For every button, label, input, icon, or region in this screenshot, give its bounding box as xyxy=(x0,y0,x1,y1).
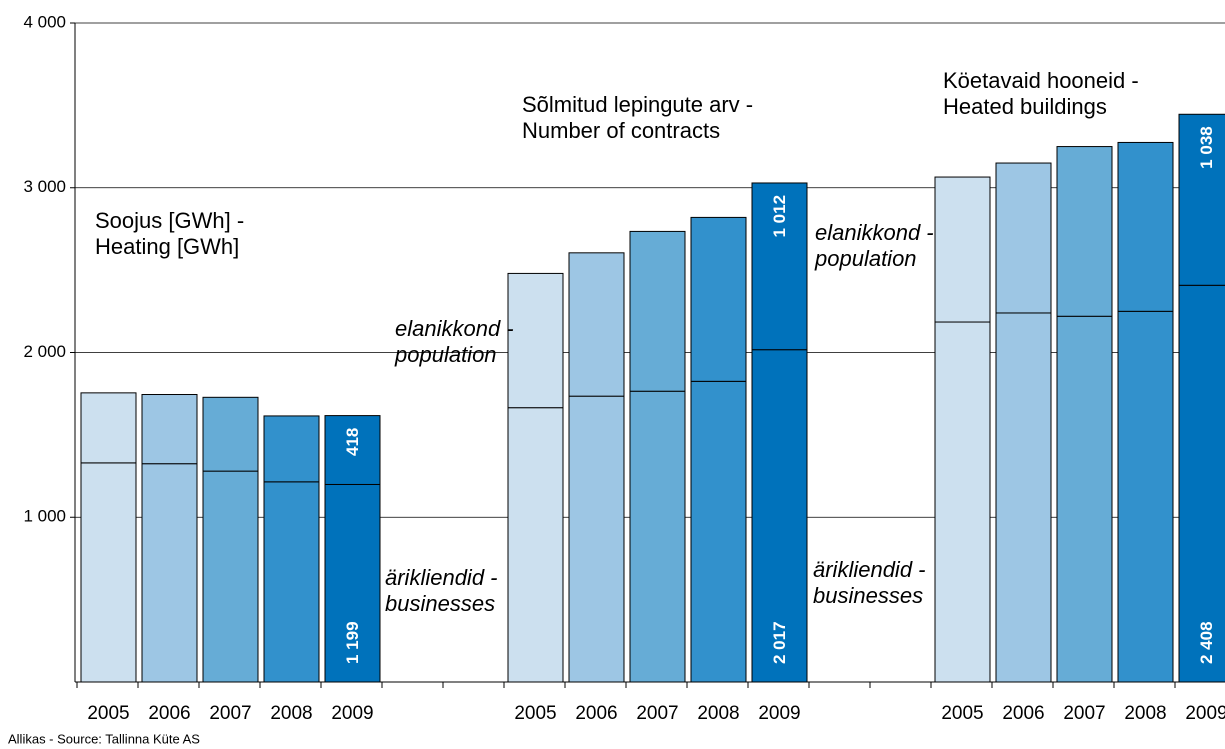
series-label: elanikkond - population xyxy=(815,220,934,271)
bar-segment xyxy=(568,252,625,397)
x-tick-label: 2009 xyxy=(331,703,373,724)
x-tick-label: 2006 xyxy=(148,703,190,724)
bar-segment xyxy=(568,395,625,683)
bar-segment xyxy=(507,407,564,683)
x-tick-label: 2007 xyxy=(1063,703,1105,724)
x-tick-label: 2007 xyxy=(209,703,251,724)
y-tick-label: 1 000 xyxy=(23,507,66,526)
bar-segment xyxy=(1056,315,1113,683)
x-tick-label: 2008 xyxy=(1124,703,1166,724)
x-tick-label: 2006 xyxy=(1002,703,1044,724)
bar-segment xyxy=(629,390,686,683)
bar-segment xyxy=(80,392,137,464)
bar-segment xyxy=(1117,141,1174,312)
group-label: Sõlmitud lepingute arv - Number of contr… xyxy=(522,92,754,143)
bar-segment xyxy=(751,349,808,683)
x-tick-label: 2005 xyxy=(941,703,983,724)
y-tick-label: 4 000 xyxy=(23,12,66,31)
bar-segment xyxy=(202,396,259,472)
value-label: 1 012 xyxy=(770,195,789,238)
bar-segment xyxy=(1056,146,1113,317)
bar-segment xyxy=(934,176,991,323)
bar-segment xyxy=(995,162,1052,314)
x-tick-label: 2005 xyxy=(514,703,556,724)
bar-segment xyxy=(1178,113,1225,286)
value-label: 1 199 xyxy=(343,621,362,664)
bar-segment xyxy=(690,216,747,382)
value-label: 2 017 xyxy=(770,621,789,664)
bar-segment xyxy=(629,230,686,392)
source: Allikas - Source: Tallinna Küte AS xyxy=(8,731,200,746)
bar-segment xyxy=(202,470,259,683)
bar-segment xyxy=(690,380,747,683)
bar-segment xyxy=(934,321,991,683)
bar-segment xyxy=(141,463,198,683)
bar-segment xyxy=(324,415,381,485)
series-label: ärikliendid - businesses xyxy=(813,557,926,608)
bar-segment xyxy=(263,481,320,683)
bar-segment xyxy=(324,483,381,683)
series-label: ärikliendid - businesses xyxy=(385,565,498,616)
value-label: 2 408 xyxy=(1197,621,1216,664)
x-tick-label: 2009 xyxy=(1185,703,1225,724)
value-label: 1 038 xyxy=(1197,126,1216,169)
bar-segment xyxy=(263,415,320,483)
bar-segment xyxy=(751,182,808,351)
x-tick-label: 2006 xyxy=(575,703,617,724)
x-tick-label: 2008 xyxy=(697,703,739,724)
x-tick-label: 2009 xyxy=(758,703,800,724)
series-label: elanikkond - population xyxy=(395,316,514,367)
group-label: Soojus [GWh] - Heating [GWh] xyxy=(95,208,245,259)
bar-segment xyxy=(507,272,564,409)
x-tick-label: 2007 xyxy=(636,703,678,724)
bar-segment xyxy=(1117,310,1174,683)
x-tick-label: 2008 xyxy=(270,703,312,724)
bar-segment xyxy=(141,394,198,465)
bar-segment xyxy=(1178,284,1225,683)
bar-segment xyxy=(80,462,137,683)
value-label: 418 xyxy=(343,428,362,456)
bar-segment xyxy=(995,312,1052,683)
group-label: Köetavaid hooneid - Heated buildings xyxy=(943,68,1139,119)
y-tick-label: 3 000 xyxy=(23,177,66,196)
x-tick-label: 2005 xyxy=(87,703,129,724)
y-tick-label: 2 000 xyxy=(23,342,66,361)
